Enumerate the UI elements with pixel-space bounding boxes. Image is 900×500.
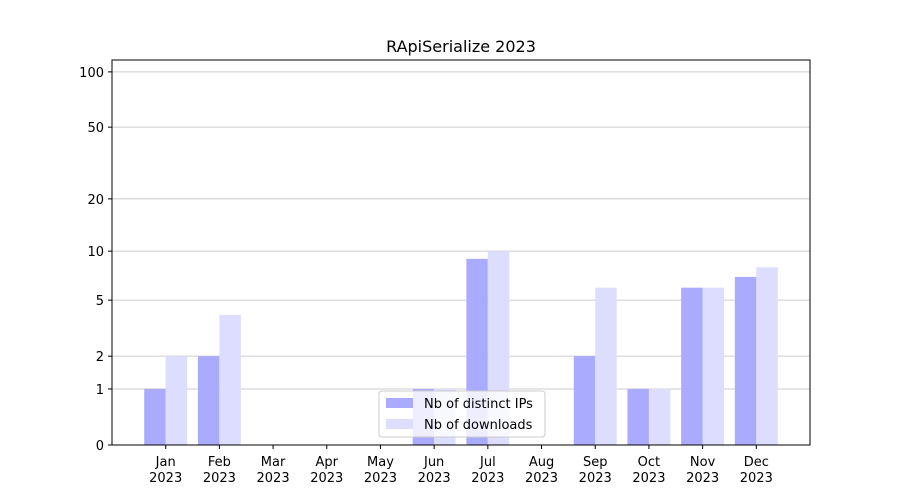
x-tick-label: 2023 bbox=[149, 471, 182, 486]
x-tick-label: 2023 bbox=[579, 471, 612, 486]
x-tick-label: 2023 bbox=[418, 471, 451, 486]
bar bbox=[595, 287, 617, 445]
x-tick-label: 2023 bbox=[525, 471, 558, 486]
x-tick-label: Apr bbox=[316, 455, 339, 470]
legend-label: Nb of downloads bbox=[424, 418, 533, 433]
x-tick-label: 2023 bbox=[471, 471, 504, 486]
bar bbox=[144, 388, 166, 445]
chart-title: RApiSerialize 2023 bbox=[386, 37, 536, 56]
bar bbox=[734, 276, 757, 445]
x-tick-label: Jan bbox=[155, 455, 176, 470]
x-tick-label: 2023 bbox=[203, 471, 236, 486]
x-tick-label: Aug bbox=[529, 455, 554, 470]
bar bbox=[573, 356, 596, 445]
legend-box bbox=[378, 390, 546, 438]
x-tick-label: 2023 bbox=[740, 471, 773, 486]
y-tick-label: 10 bbox=[87, 245, 104, 260]
y-tick-label: 0 bbox=[96, 439, 104, 454]
bar bbox=[648, 388, 671, 445]
y-tick-label: 50 bbox=[87, 121, 104, 136]
bar bbox=[756, 267, 778, 445]
x-tick-label: 2023 bbox=[686, 471, 719, 486]
y-tick-label: 1 bbox=[96, 383, 104, 398]
y-tick-label: 2 bbox=[96, 350, 104, 365]
bar bbox=[197, 356, 220, 445]
bar bbox=[165, 356, 188, 445]
x-tick-label: Jun bbox=[423, 455, 444, 470]
x-tick-label: Sep bbox=[583, 455, 608, 470]
x-tick-label: 2023 bbox=[632, 471, 665, 486]
legend-label: Nb of distinct IPs bbox=[424, 397, 533, 412]
x-tick-label: Nov bbox=[690, 455, 716, 470]
x-tick-label: May bbox=[367, 455, 394, 470]
bar bbox=[627, 388, 649, 445]
legend-swatch bbox=[386, 398, 413, 408]
x-tick-label: Jul bbox=[479, 455, 496, 470]
x-tick-label: 2023 bbox=[310, 471, 343, 486]
y-tick-label: 5 bbox=[96, 294, 104, 309]
x-tick-label: Feb bbox=[208, 455, 231, 470]
x-tick-label: 2023 bbox=[257, 471, 290, 486]
y-tick-label: 100 bbox=[79, 66, 104, 81]
x-tick-label: Mar bbox=[261, 455, 286, 470]
plot-frame bbox=[111, 59, 811, 446]
bar bbox=[681, 287, 703, 445]
y-tick-label: 20 bbox=[87, 193, 104, 208]
x-tick-label: 2023 bbox=[364, 471, 397, 486]
x-tick-label: Dec bbox=[744, 455, 769, 470]
legend: Nb of distinct IPs Nb of downloads bbox=[378, 390, 546, 438]
bar bbox=[702, 287, 725, 445]
bar bbox=[219, 314, 241, 445]
legend-swatch bbox=[386, 419, 413, 429]
x-tick-label: Oct bbox=[638, 455, 660, 470]
